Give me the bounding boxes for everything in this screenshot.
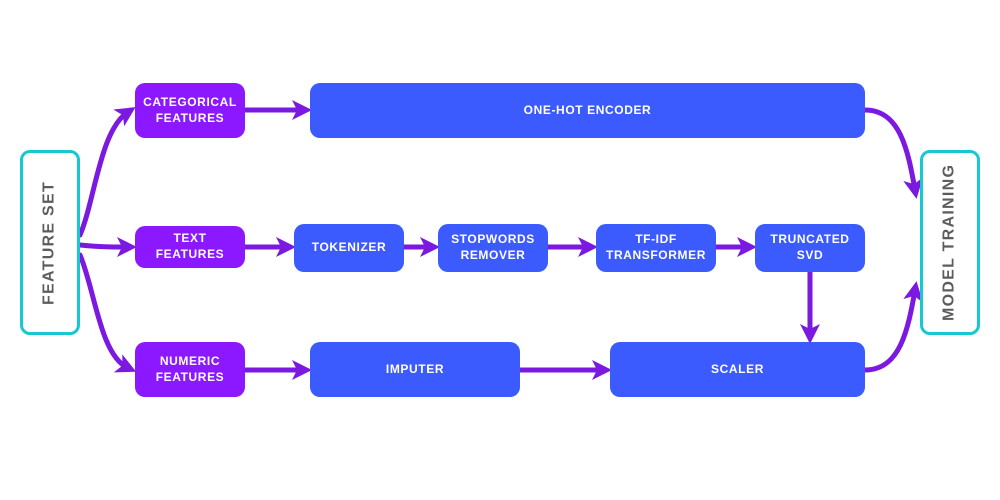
node-categorical: CATEGORICAL FEATURES (135, 83, 245, 138)
node-stopwords: STOPWORDS REMOVER (438, 224, 548, 272)
node-imputer: IMPUTER (310, 342, 520, 397)
arrow-scaler-to-model_training (865, 290, 915, 370)
node-model_training: MODEL TRAINING (920, 150, 980, 335)
arrow-feature_set-to-categorical (80, 112, 128, 235)
arrow-feature_set-to-numeric (80, 255, 128, 368)
node-onehot: ONE-HOT ENCODER (310, 83, 865, 138)
node-feature_set: FEATURE SET (20, 150, 80, 335)
node-tokenizer: TOKENIZER (294, 224, 404, 272)
arrow-feature_set-to-text_features (80, 245, 128, 247)
node-scaler: SCALER (610, 342, 865, 397)
node-tfidf: TF-IDF TRANSFORMER (596, 224, 716, 272)
node-svd: TRUNCATED SVD (755, 224, 865, 272)
arrow-onehot-to-model_training (865, 110, 915, 190)
node-numeric: NUMERIC FEATURES (135, 342, 245, 397)
node-text_features: TEXT FEATURES (135, 226, 245, 268)
